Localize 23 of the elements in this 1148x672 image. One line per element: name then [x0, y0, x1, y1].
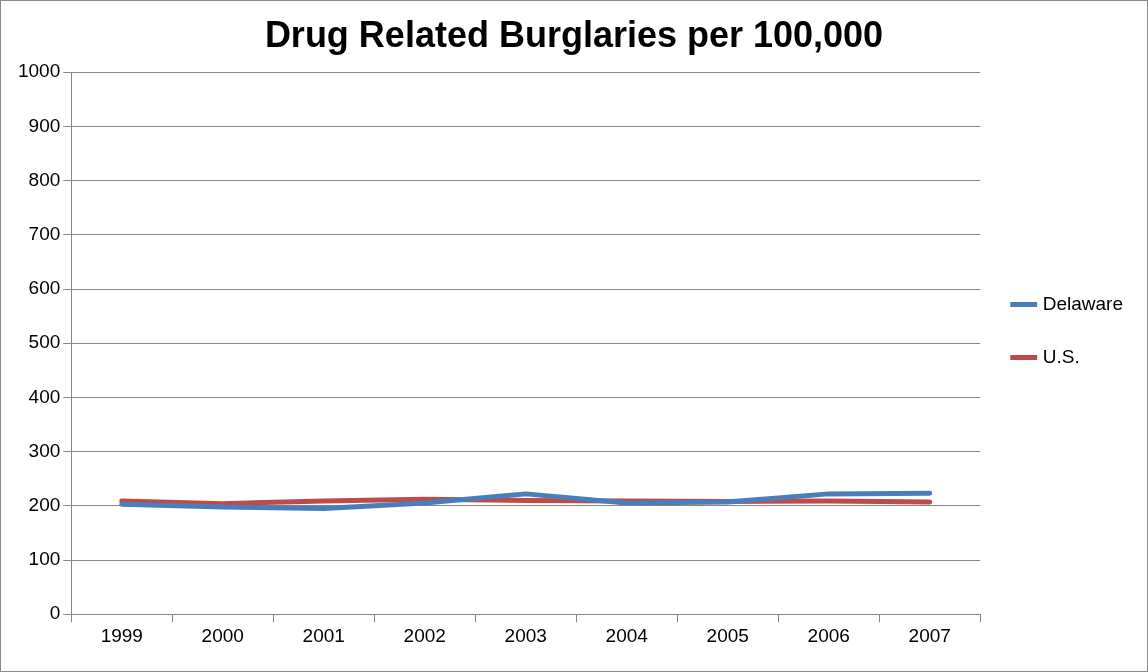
- y-tick-label: 600: [28, 277, 61, 299]
- x-tick-label: 1999: [100, 624, 143, 646]
- y-tick-label: 100: [28, 548, 61, 570]
- y-tick-label: 1000: [17, 60, 61, 82]
- x-tick-label: 2007: [908, 624, 951, 646]
- y-tick-label: 900: [28, 114, 61, 136]
- legend-label: U.S.: [1042, 345, 1080, 367]
- chart-title: Drug Related Burglaries per 100,000: [264, 13, 884, 55]
- y-tick-label: 200: [28, 494, 61, 516]
- legend-label: Delaware: [1042, 292, 1124, 314]
- x-tick-label: 2003: [504, 624, 547, 646]
- y-tick-label: 800: [28, 168, 61, 190]
- y-tick-label: 300: [28, 439, 61, 461]
- y-tick-label: 700: [28, 223, 61, 245]
- x-tick-label: 2006: [807, 624, 850, 646]
- x-tick-label: 2000: [201, 624, 244, 646]
- x-tick-label: 2001: [302, 624, 345, 646]
- y-tick-label: 400: [28, 385, 61, 407]
- y-tick-label: 500: [28, 331, 61, 353]
- y-tick-label: 0: [49, 602, 61, 624]
- x-tick-label: 2002: [403, 624, 446, 646]
- x-tick-label: 2004: [605, 624, 649, 646]
- x-tick-label: 2005: [706, 624, 749, 646]
